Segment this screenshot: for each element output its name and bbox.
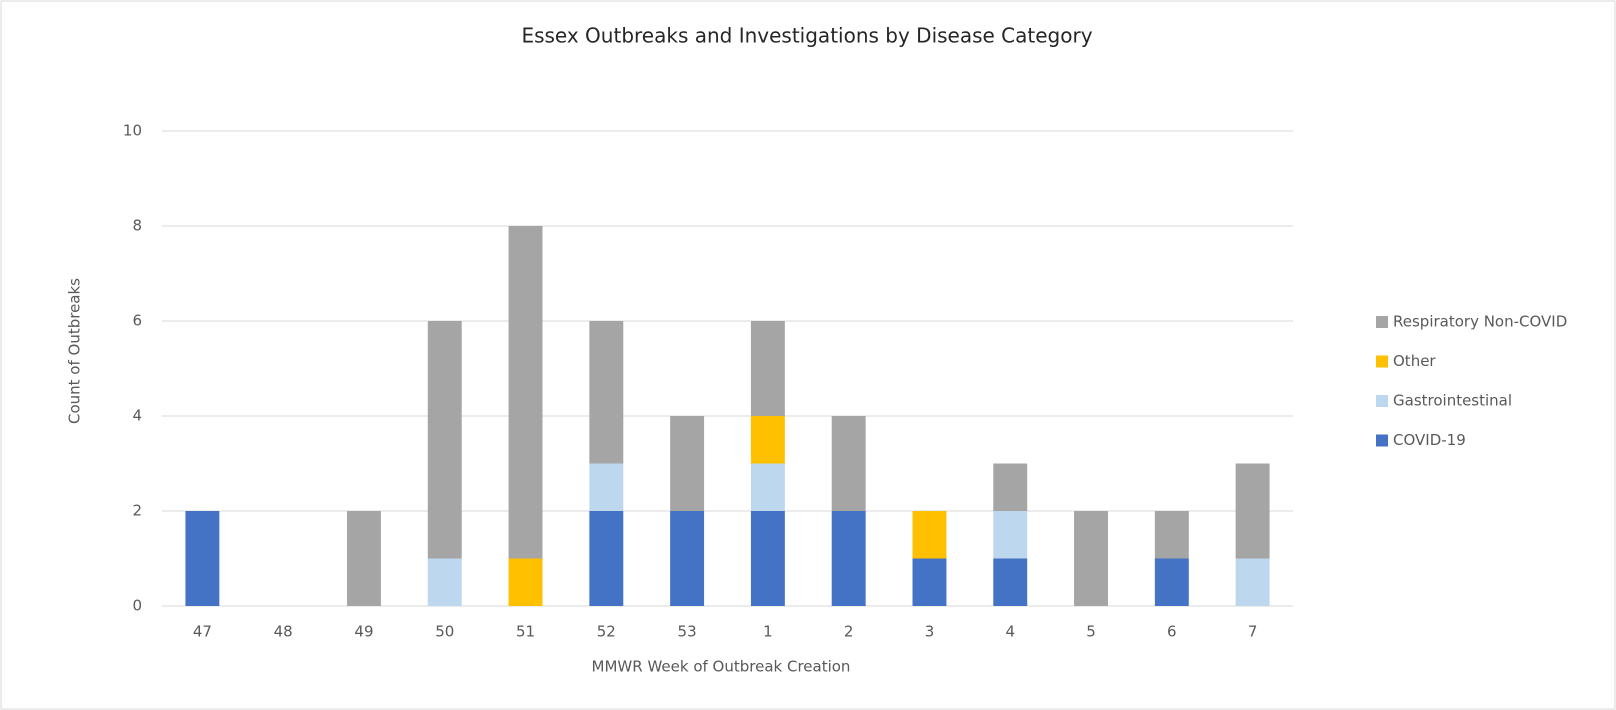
bar-segment	[750, 511, 785, 606]
bar-segment	[750, 463, 785, 511]
bar-segment	[1074, 511, 1109, 606]
y-axis-label: Count of Outbreaks	[66, 278, 84, 424]
bar-segment	[993, 511, 1028, 559]
y-tick-label: 2	[132, 502, 142, 520]
y-tick-label: 4	[132, 407, 142, 425]
legend-swatch	[1376, 434, 1388, 447]
bar-segment	[185, 511, 220, 606]
x-tick-label: 2	[844, 623, 854, 641]
x-tick-label: 7	[1248, 623, 1258, 641]
legend-label: COVID-19	[1393, 431, 1466, 449]
legend-swatch	[1376, 355, 1388, 368]
bar-segment	[508, 558, 543, 606]
x-tick-label: 1	[763, 623, 773, 641]
bar-segment	[1154, 558, 1189, 606]
y-tick-label: 10	[123, 122, 142, 140]
bar-segment	[912, 511, 947, 559]
x-tick-label: 51	[516, 623, 535, 641]
x-tick-label: 52	[597, 623, 616, 641]
bar-segment	[831, 511, 866, 606]
bar-segment	[589, 321, 624, 464]
x-tick-label: 53	[678, 623, 697, 641]
legend-label: Gastrointestinal	[1393, 392, 1512, 410]
bar-segment	[670, 416, 705, 511]
bar-segment	[912, 558, 947, 606]
legend-label: Other	[1393, 352, 1436, 370]
x-tick-label: 48	[274, 623, 293, 641]
y-tick-label: 0	[132, 597, 142, 615]
x-tick-label: 50	[435, 623, 454, 641]
bar-segment	[427, 558, 462, 606]
legend-label: Respiratory Non-COVID	[1393, 313, 1567, 331]
legend-swatch	[1376, 316, 1388, 328]
bar-segment	[1235, 558, 1270, 606]
bar-segment	[993, 463, 1028, 511]
bar-segment	[993, 558, 1028, 606]
bar-segment	[1154, 511, 1189, 559]
legend-swatch	[1376, 395, 1388, 407]
x-tick-label: 49	[354, 623, 373, 641]
y-tick-label: 8	[132, 217, 142, 235]
bar-segment	[427, 321, 462, 559]
x-tick-label: 6	[1167, 623, 1177, 641]
x-tick-label: 47	[193, 623, 212, 641]
bar-segment	[750, 321, 785, 416]
bar-segment	[508, 226, 543, 559]
x-axis-label: MMWR Week of Outbreak Creation	[592, 658, 851, 676]
y-tick-label: 6	[132, 312, 142, 330]
bar-segment	[831, 416, 866, 511]
bar-segment	[589, 511, 624, 606]
x-tick-label: 4	[1005, 623, 1015, 641]
legend: Respiratory Non-COVID Other Gastrointestin…	[1376, 313, 1567, 449]
chart-title: Essex Outbreaks and Investigations by Di…	[521, 24, 1092, 48]
bar-segment	[346, 511, 381, 606]
x-tick-label: 5	[1086, 623, 1096, 641]
bar-segment	[750, 416, 785, 464]
bar-segment	[670, 511, 705, 606]
bar-segment	[589, 463, 624, 511]
bar-segment	[1235, 463, 1270, 559]
x-tick-label: 3	[925, 623, 935, 641]
